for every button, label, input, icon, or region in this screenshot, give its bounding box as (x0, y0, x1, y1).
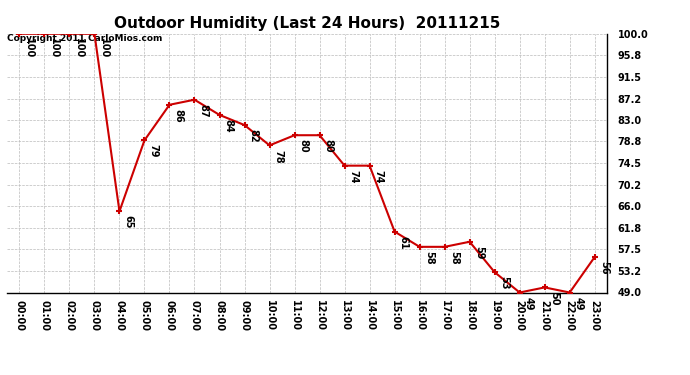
Text: 79: 79 (148, 144, 159, 158)
Text: 87: 87 (199, 104, 208, 117)
Text: 82: 82 (248, 129, 259, 143)
Text: 74: 74 (374, 170, 384, 183)
Text: 53: 53 (499, 276, 509, 290)
Text: 49: 49 (574, 297, 584, 310)
Text: 56: 56 (599, 261, 609, 274)
Text: 74: 74 (348, 170, 359, 183)
Text: 86: 86 (174, 109, 184, 123)
Text: 100: 100 (23, 38, 34, 58)
Text: 58: 58 (448, 251, 459, 265)
Text: 84: 84 (224, 119, 234, 133)
Text: 65: 65 (124, 216, 134, 229)
Text: 58: 58 (424, 251, 434, 265)
Text: 61: 61 (399, 236, 408, 249)
Text: 100: 100 (99, 38, 108, 58)
Title: Outdoor Humidity (Last 24 Hours)  20111215: Outdoor Humidity (Last 24 Hours) 2011121… (114, 16, 500, 31)
Text: 80: 80 (324, 140, 334, 153)
Text: 80: 80 (299, 140, 308, 153)
Text: 49: 49 (524, 297, 534, 310)
Text: Copyright 2011 CarloMios.com: Copyright 2011 CarloMios.com (7, 34, 162, 43)
Text: 100: 100 (48, 38, 59, 58)
Text: 50: 50 (549, 292, 559, 305)
Text: 100: 100 (74, 38, 83, 58)
Text: 78: 78 (274, 150, 284, 163)
Text: 59: 59 (474, 246, 484, 259)
